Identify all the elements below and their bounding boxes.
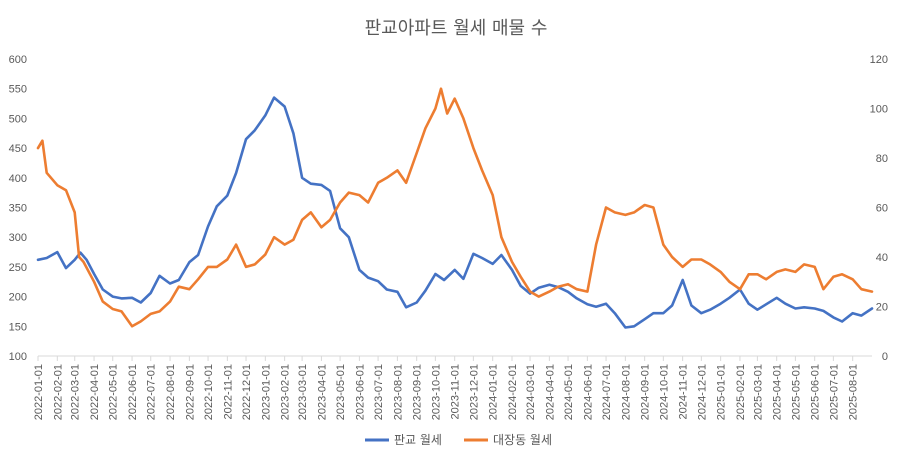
x-tick-label: 2022-05-01 [108,364,120,420]
x-tick-label: 2022-02-01 [52,364,64,420]
x-axis: 2022-01-01 2022-02-01 2022-03-01 2022-04-01… [33,356,860,420]
x-tick-label: 2023-07-01 [373,364,385,420]
chart-title: 판교아파트 월세 매물 수 [365,18,548,39]
x-tick-label: 2025-06-01 [810,364,822,420]
x-tick-label: 2023-04-01 [316,364,328,420]
left-y-tick-label: 600 [9,54,27,66]
x-tick-label: 2024-03-01 [525,364,537,420]
x-tick-label: 2025-07-01 [828,364,840,420]
left-y-tick-label: 500 [9,113,27,125]
x-tick-label: 2022-07-01 [146,364,158,420]
x-tick-label: 2024-07-01 [601,364,613,420]
x-tick-label: 2022-03-01 [70,364,82,420]
x-tick-label: 2022-04-01 [89,364,101,420]
x-tick-label: 2024-08-01 [620,364,632,420]
x-tick-label: 2023-02-01 [280,364,292,420]
left-y-tick-label: 550 [9,84,27,96]
x-tick-label: 2023-03-01 [297,364,309,420]
x-tick-label: 2024-11-01 [678,364,690,419]
x-tick-label: 2024-05-01 [563,364,575,420]
series-line-daejang [36,87,874,328]
x-tick-label: 2022-06-01 [127,364,139,420]
left-y-tick-label: 400 [9,173,27,185]
x-tick-label: 2023-09-01 [412,364,424,420]
x-tick-label: 2024-10-01 [658,364,670,420]
x-tick-label: 2024-09-01 [640,364,652,420]
right-y-tick-label: 20 [876,302,888,314]
left-y-tick-label: 200 [9,292,27,304]
x-tick-label: 2025-01-01 [716,364,728,420]
x-tick-label: 2025-08-01 [848,364,860,420]
series-line-pangyo [36,96,874,329]
right-y-axis: 0 20 40 60 80 100 120 [870,54,888,363]
left-y-axis: 100 150 200 250 300 350 400 450 500 550 600 [9,54,27,363]
left-y-tick-label: 100 [9,351,27,363]
x-tick-label: 2024-04-01 [544,364,556,420]
x-tick-label: 2022-12-01 [241,364,253,420]
x-tick-label: 2024-12-01 [696,364,708,420]
x-tick-label: 2023-10-01 [430,364,442,420]
plot-area [36,87,874,329]
x-tick-label: 2023-05-01 [335,364,347,420]
x-tick-label: 2024-06-01 [582,364,594,420]
left-y-tick-label: 300 [9,232,27,244]
x-tick-label: 2025-03-01 [752,364,764,420]
x-tick-label: 2023-12-01 [468,364,480,420]
left-y-tick-label: 450 [9,143,27,155]
left-y-tick-label: 350 [9,203,27,215]
x-tick-label: 2022-10-01 [203,364,215,420]
x-tick-label: 2025-02-01 [735,364,747,420]
x-tick-label: 2022-08-01 [165,364,177,420]
x-tick-label: 2025-04-01 [772,364,784,420]
legend: 판교 월세 대장동 월세 [365,433,552,447]
x-tick-label: 2024-01-01 [488,364,500,420]
right-y-tick-label: 80 [876,153,888,165]
x-tick-label: 2024-02-01 [507,364,519,420]
left-y-tick-label: 250 [9,262,27,274]
x-tick-label: 2023-11-01 [450,364,462,419]
legend-label-pangyo: 판교 월세 [394,433,442,447]
right-y-tick-label: 60 [876,203,888,215]
legend-label-daejang: 대장동 월세 [493,433,552,447]
right-y-tick-label: 100 [870,104,888,116]
right-y-tick-label: 120 [870,54,888,66]
x-tick-label: 2022-01-01 [33,364,45,420]
x-tick-label: 2022-09-01 [184,364,196,420]
right-y-tick-label: 0 [882,351,888,363]
right-y-tick-label: 40 [876,252,888,264]
x-tick-label: 2022-11-01 [222,364,234,419]
x-tick-label: 2023-06-01 [354,364,366,420]
x-tick-label: 2025-05-01 [790,364,802,420]
x-tick-label: 2023-01-01 [260,364,272,420]
x-tick-label: 2023-08-01 [392,364,404,420]
left-y-tick-label: 150 [9,321,27,333]
